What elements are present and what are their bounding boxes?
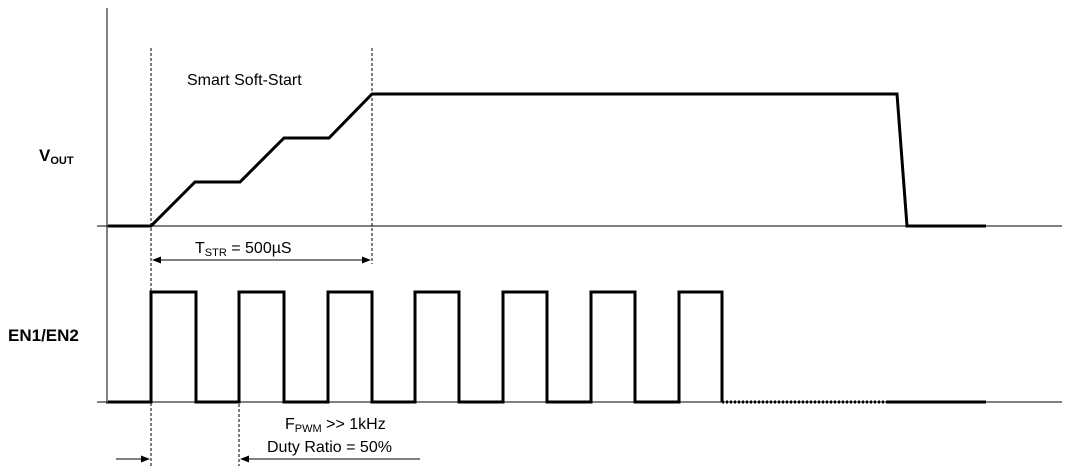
tstr-label: TSTR = 500µS <box>195 240 292 259</box>
en-pwm-waveform <box>108 290 724 404</box>
duty-ratio-label: Duty Ratio = 50% <box>267 439 392 456</box>
soft-start-label: Smart Soft-Start <box>187 72 302 89</box>
vout-waveform <box>108 92 986 228</box>
en-label: EN1/EN2 <box>8 326 79 345</box>
vout-label: VOUT <box>39 146 74 167</box>
fpwm-label: FPWM >> 1kHz <box>285 416 386 435</box>
